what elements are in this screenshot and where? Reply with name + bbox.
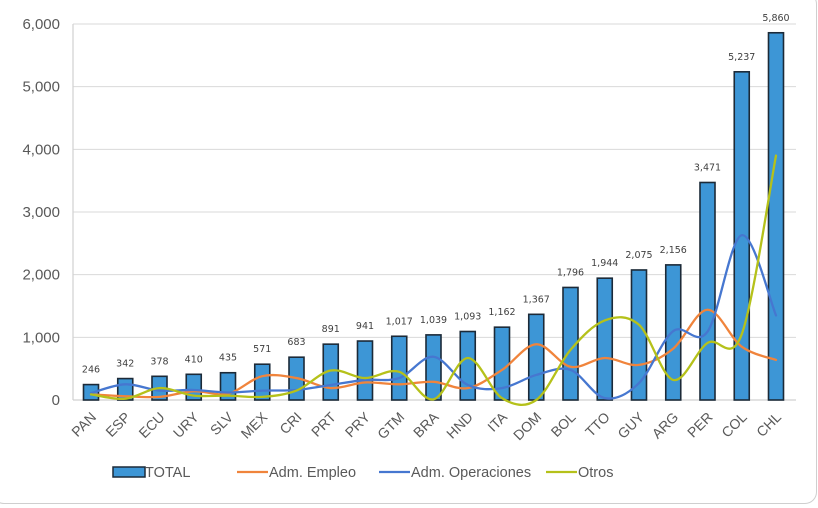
legend-label: Adm. Operaciones <box>411 465 531 481</box>
data-label: 2,156 <box>660 245 687 256</box>
data-label: 5,237 <box>728 52 755 63</box>
x-tick-label: PRY <box>342 408 374 440</box>
x-tick-label: TTO <box>582 409 613 440</box>
data-label: 3,471 <box>694 162 721 173</box>
bar-per <box>699 181 716 401</box>
x-tick-label: MEX <box>238 408 271 441</box>
x-tick-label: PER <box>684 409 716 441</box>
x-tick-label: URY <box>170 408 203 441</box>
bar-gtm <box>390 335 408 401</box>
line-otros <box>89 154 778 406</box>
x-tick-label: GTM <box>374 409 407 442</box>
y-tick-label: 6,000 <box>22 16 60 33</box>
bar-pry <box>356 340 374 401</box>
data-label: 1,367 <box>523 294 550 305</box>
y-tick-label: 1,000 <box>22 329 60 346</box>
data-label: 1,093 <box>454 312 481 323</box>
data-label: 342 <box>116 359 134 370</box>
x-tick-label: CHL <box>753 409 784 440</box>
data-label: 1,162 <box>488 307 515 318</box>
bar-hnd <box>459 330 477 401</box>
x-tick-label: BRA <box>410 408 442 440</box>
data-label: 246 <box>82 365 100 376</box>
data-label: 435 <box>219 353 237 364</box>
data-label: 1,039 <box>420 315 447 326</box>
data-label: 941 <box>356 321 374 332</box>
x-tick-label: COL <box>718 409 750 441</box>
bar-dom <box>527 313 545 401</box>
bar-bra <box>425 334 442 401</box>
x-tick-label: PRT <box>308 408 339 439</box>
data-label: 5,860 <box>762 13 789 24</box>
line-adm-operaciones <box>89 234 778 400</box>
data-label: 571 <box>253 344 271 355</box>
line-adm-empleo <box>89 308 778 399</box>
line-series <box>89 154 778 406</box>
x-tick-label: ESP <box>102 409 133 440</box>
x-tick-label: DOM <box>510 409 544 443</box>
x-axis-ticks: PAN ESP ECU URY SLV MEX CRI PRT PRY GTM BRA HND ITA D… <box>68 408 784 443</box>
x-tick-label: SLV <box>207 408 237 438</box>
bar-series-total <box>82 31 785 401</box>
y-tick-label: 4,000 <box>22 141 60 158</box>
bar-guy <box>630 269 648 401</box>
x-tick-label: BOL <box>547 409 578 440</box>
data-label: 2,075 <box>625 250 652 261</box>
legend-item-adm-empleo: Adm. Empleo <box>237 465 356 481</box>
legend-item-adm-operaciones: Adm. Operaciones <box>379 465 531 481</box>
data-label: 1,796 <box>557 267 584 278</box>
legend: TOTAL Adm. Empleo Adm. Operaciones Otros <box>112 465 613 481</box>
data-label: 1,944 <box>591 258 618 269</box>
data-label: 891 <box>322 324 340 335</box>
data-label: 378 <box>150 356 168 367</box>
data-label: 1,017 <box>386 316 413 327</box>
legend-swatch-bar <box>112 466 146 478</box>
y-axis-ticks: 0 1,000 2,000 3,000 4,000 5,000 6,000 <box>22 16 60 409</box>
x-tick-label: CRI <box>276 409 304 437</box>
legend-label: TOTAL <box>145 465 190 481</box>
x-tick-label: ECU <box>135 409 167 441</box>
bar-ury <box>185 373 203 401</box>
legend-label: Otros <box>578 465 613 481</box>
x-tick-label: PAN <box>68 409 99 440</box>
x-tick-label: ARG <box>649 409 682 442</box>
y-tick-label: 5,000 <box>22 79 60 96</box>
bar-mex <box>253 363 271 401</box>
bar-tto <box>596 277 614 401</box>
bar-chl <box>767 31 785 401</box>
data-labels: 246 342 378 410 435 571 683 891 941 1,017 1,039 1,0… <box>82 13 790 376</box>
y-tick-label: 0 <box>52 392 60 409</box>
y-tick-label: 2,000 <box>22 267 60 284</box>
legend-item-total: TOTAL <box>112 465 190 481</box>
legend-item-otros: Otros <box>546 465 613 481</box>
x-tick-label: GUY <box>614 408 647 441</box>
legend-label: Adm. Empleo <box>269 465 356 481</box>
x-tick-label: ITA <box>484 408 510 434</box>
y-tick-label: 3,000 <box>22 204 60 221</box>
x-tick-label: HND <box>443 409 476 442</box>
data-label: 683 <box>287 337 305 348</box>
gridlines <box>73 23 796 338</box>
data-label: 410 <box>185 354 203 365</box>
